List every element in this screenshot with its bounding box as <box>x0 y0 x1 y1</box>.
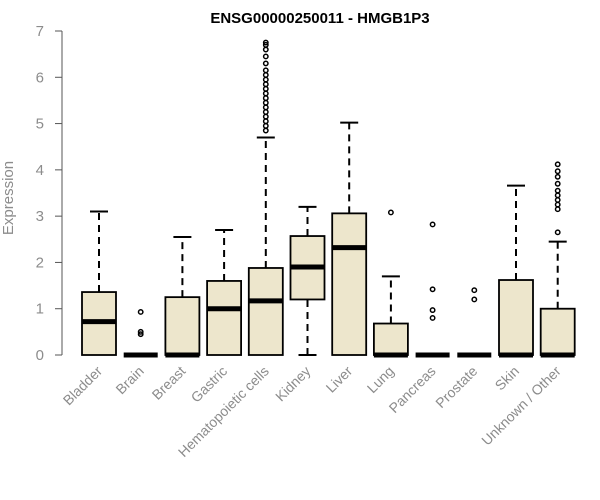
box-iqr <box>498 279 534 356</box>
outlier-point <box>429 307 436 314</box>
x-tick-label: Brain <box>112 363 146 397</box>
x-tick-label: Prostate <box>432 363 480 411</box>
outlier-point <box>262 60 269 67</box>
x-tick-label: Bladder <box>60 363 106 409</box>
y-tick-label: 2 <box>36 254 44 271</box>
outlier-point <box>429 286 436 293</box>
y-tick-label: 7 <box>36 23 44 40</box>
outlier-point <box>554 187 561 194</box>
outlier-point <box>554 192 561 199</box>
box-iqr <box>331 212 368 356</box>
outlier-point <box>429 315 436 321</box>
outlier-point <box>554 161 561 168</box>
outlier-point <box>262 118 269 125</box>
outlier-point <box>262 72 269 78</box>
y-axis-label: Expression <box>0 161 17 235</box>
outlier-point <box>262 53 269 60</box>
x-tick-label: Kidney <box>272 363 314 405</box>
x-tick-label: Lung <box>364 363 397 396</box>
box-liver <box>331 121 368 356</box>
outlier-point <box>262 76 269 83</box>
outlier-point <box>137 328 144 335</box>
box-bladder <box>81 210 117 356</box>
x-tick-label: Breast <box>149 363 189 403</box>
box-iqr <box>539 307 576 356</box>
outlier-point <box>262 67 269 74</box>
outlier-point <box>262 109 269 115</box>
box-iqr <box>372 322 409 356</box>
box-brain <box>123 309 158 358</box>
x-tick-label: Skin <box>492 363 523 394</box>
outlier-point <box>554 168 561 175</box>
y-tick-label: 3 <box>36 208 44 225</box>
box-hematopoietic-cells <box>247 39 284 356</box>
outlier-point <box>554 196 561 203</box>
chart-title: ENSG00000250011 - HMGB1P3 <box>210 10 429 27</box>
outlier-point <box>262 99 269 106</box>
outlier-point <box>262 122 269 129</box>
outlier-point <box>429 221 436 228</box>
outlier-point <box>262 85 269 92</box>
box-breast <box>164 235 201 358</box>
boxes-group <box>81 39 576 358</box>
y-axis-ticks: 0 1 2 3 4 5 6 7 <box>36 23 62 364</box>
y-tick-label: 6 <box>36 69 44 86</box>
outlier-point <box>554 173 561 180</box>
box-iqr <box>247 267 284 356</box>
outlier-point <box>387 209 394 216</box>
outlier-point <box>262 46 269 53</box>
outlier-point <box>262 95 269 102</box>
outlier-point <box>471 296 478 303</box>
outlier-point <box>137 331 144 338</box>
outlier-point <box>262 81 269 88</box>
x-tick-label: Liver <box>323 363 356 396</box>
outlier-point <box>137 309 144 315</box>
box-kidney <box>289 205 326 356</box>
y-tick-label: 5 <box>36 116 44 133</box>
outlier-point <box>262 127 269 134</box>
outlier-point <box>262 113 269 120</box>
box-prostate <box>457 287 492 358</box>
x-tick-label: Unknown / Other <box>478 363 564 449</box>
box-lung <box>372 209 409 358</box>
outlier-point <box>262 39 269 46</box>
outlier-point <box>554 201 561 208</box>
box-unknown-other <box>539 161 576 358</box>
box-iqr <box>164 296 201 356</box>
outlier-point <box>262 104 269 111</box>
outlier-point <box>262 41 269 48</box>
outlier-point <box>554 206 561 213</box>
outlier-point <box>471 287 478 294</box>
y-tick-label: 4 <box>36 162 44 179</box>
box-pancreas <box>415 221 450 358</box>
outlier-point <box>554 229 561 236</box>
outlier-point <box>262 90 269 97</box>
y-tick-label: 1 <box>36 301 44 318</box>
outlier-point <box>554 180 561 187</box>
box-gastric <box>206 229 243 356</box>
box-iqr <box>206 280 243 356</box>
y-tick-label: 0 <box>36 347 44 364</box>
box-skin <box>498 184 534 358</box>
